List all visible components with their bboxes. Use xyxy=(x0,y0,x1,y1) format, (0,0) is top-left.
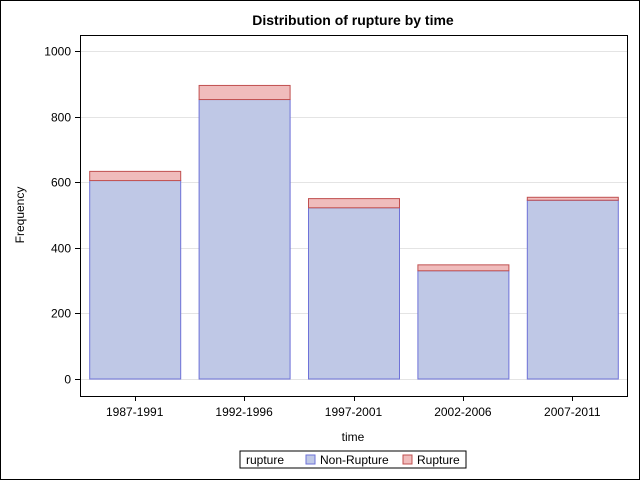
x-axis-ticks: 1987-1991 1992-1996 1997-2001 2002-2006 2007… xyxy=(106,396,601,419)
bars xyxy=(89,84,619,380)
x-tick-label-2007-2011: 2007-2011 xyxy=(544,405,601,419)
y-tick-label-600: 600 xyxy=(51,176,71,190)
y-axis-label: Frequency xyxy=(13,187,27,244)
y-tick-label-1000: 1000 xyxy=(44,45,71,59)
bar-non-rupture-1997-2001 xyxy=(308,207,400,380)
chart-title: Distribution of rupture by time xyxy=(252,12,454,28)
bar-non-rupture-1987-1991 xyxy=(89,180,182,380)
y-tick-label-0: 0 xyxy=(64,373,71,387)
legend-swatch-non-rupture xyxy=(305,454,316,465)
y-tick-label-200: 200 xyxy=(51,307,71,321)
bar-rupture-1997-2001 xyxy=(308,198,400,209)
bar-rupture-2007-2011 xyxy=(526,196,619,201)
legend-swatch-rupture xyxy=(402,454,413,465)
bar-non-rupture-1992-1996 xyxy=(198,99,291,380)
x-tick-label-2002-2006: 2002-2006 xyxy=(434,405,492,419)
bar-rupture-1992-1996 xyxy=(198,84,291,101)
y-tick-label-400: 400 xyxy=(51,242,71,256)
bar-non-rupture-2007-2011 xyxy=(526,199,619,380)
y-axis-ticks: 0 200 400 600 800 1000 xyxy=(44,45,80,387)
y-tick-label-800: 800 xyxy=(51,111,71,125)
x-tick-label-1987-1991: 1987-1991 xyxy=(106,405,164,419)
x-tick-label-1997-2001: 1997-2001 xyxy=(325,405,383,419)
bar-non-rupture-2002-2006 xyxy=(417,270,510,380)
legend-title: rupture xyxy=(246,453,284,467)
bar-rupture-1987-1991 xyxy=(89,170,182,182)
bar-rupture-2002-2006 xyxy=(417,264,510,272)
legend-label-rupture: Rupture xyxy=(417,453,460,467)
x-axis-label: time xyxy=(342,430,365,444)
legend: rupture Non-Rupture Rupture xyxy=(239,450,467,469)
x-tick-label-1992-1996: 1992-1996 xyxy=(215,405,273,419)
legend-label-non-rupture: Non-Rupture xyxy=(320,453,389,467)
